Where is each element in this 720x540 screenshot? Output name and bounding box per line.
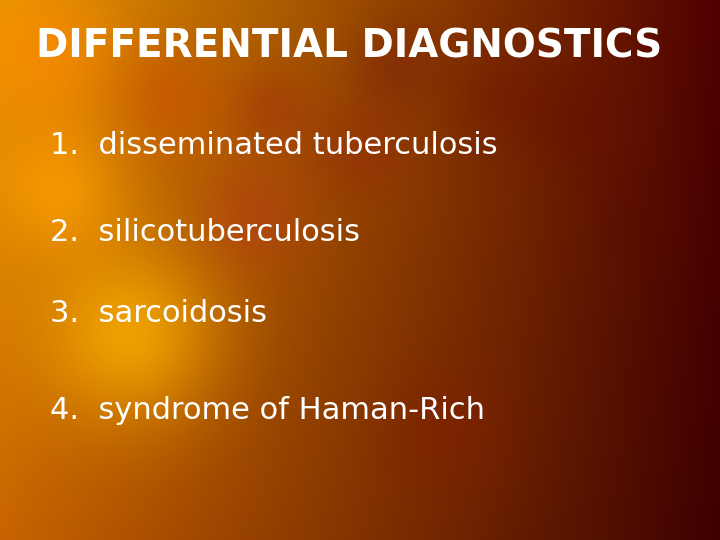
- Text: DIFFERENTIAL DIAGNOSTICS: DIFFERENTIAL DIAGNOSTICS: [36, 27, 662, 65]
- Text: 2.  silicotuberculosis: 2. silicotuberculosis: [50, 218, 361, 247]
- Text: 1.  disseminated tuberculosis: 1. disseminated tuberculosis: [50, 131, 498, 160]
- Text: 4.  syndrome of Haman-Rich: 4. syndrome of Haman-Rich: [50, 396, 485, 425]
- Text: 3.  sarcoidosis: 3. sarcoidosis: [50, 299, 267, 328]
